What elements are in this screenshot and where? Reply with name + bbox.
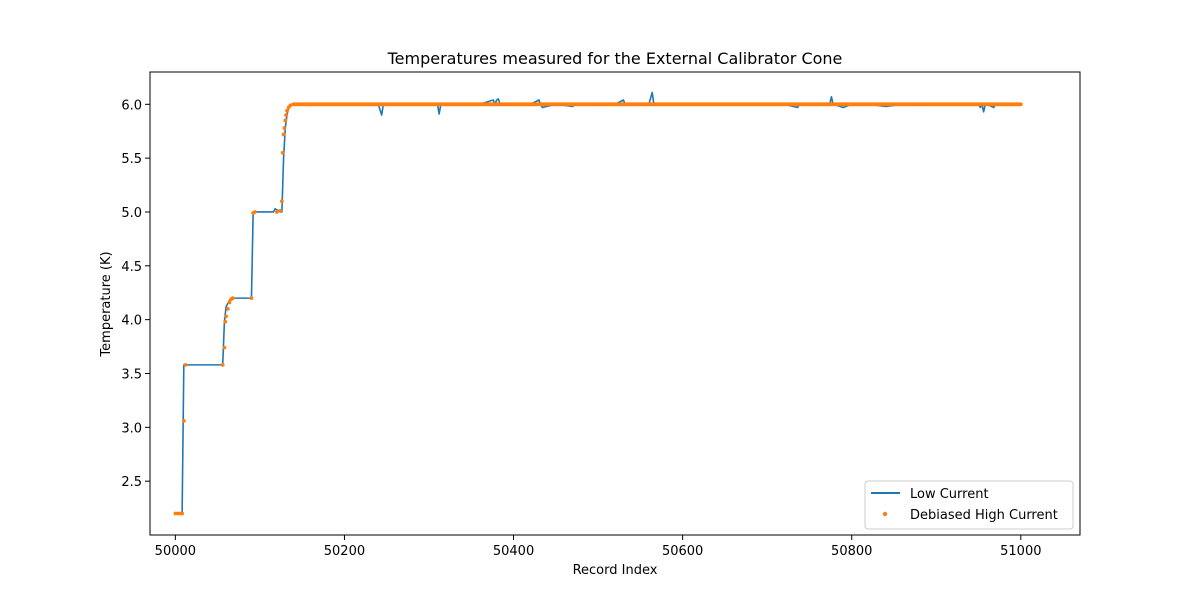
plot-area-frame: [149, 71, 1081, 536]
series-point-high-current: [222, 345, 227, 350]
y-tick-label: 5.0: [121, 206, 142, 221]
x-tick-label: 50000: [155, 544, 196, 559]
y-tick-label: 4.5: [121, 260, 142, 275]
axes-layer: 50000 50200 50400 50600 50800 51000 2.5 3.0 3.5 4…: [121, 98, 1041, 559]
series-point-high-current: [280, 150, 285, 155]
series-point-high-current: [181, 418, 186, 423]
series-point-high-current: [274, 210, 279, 214]
y-tick-label: 4.0: [121, 314, 142, 329]
legend-swatch-high-current: [882, 511, 888, 517]
series-layer: [173, 91, 1023, 516]
series-point-high-current: [180, 511, 185, 516]
series-point-high-current: [288, 103, 293, 108]
series-point-high-current: [230, 296, 235, 301]
y-tick-label: 5.5: [121, 152, 142, 167]
legend-label-low-current: Low Current: [910, 487, 989, 502]
series-point-high-current: [278, 209, 283, 213]
series-line-low-current: [175, 91, 1021, 515]
legend-label-high-current: Debiased High Current: [910, 508, 1058, 523]
series-point-high-current: [285, 108, 289, 113]
series-point-high-current: [227, 300, 232, 305]
y-axis-label: Temperature (K): [99, 251, 114, 357]
chart-title: Temperatures measured for the External C…: [387, 49, 843, 68]
series-point-high-current: [183, 362, 188, 367]
series-point-high-current: [283, 118, 288, 123]
series-point-high-current: [249, 296, 254, 301]
series-point-high-current: [282, 126, 287, 130]
y-tick-label: 2.5: [121, 475, 142, 490]
legend-box: [864, 480, 1074, 530]
x-tick-label: 50800: [831, 544, 872, 559]
series-point-high-current: [279, 199, 284, 204]
x-tick-label: 51000: [1000, 544, 1041, 559]
y-tick-label: 3.5: [121, 367, 142, 382]
x-tick-label: 50200: [324, 544, 365, 559]
series-point-high-current: [281, 132, 286, 137]
series-point-high-current: [223, 319, 228, 324]
legend: Low Current Debiased High Current: [864, 480, 1074, 530]
x-tick-label: 50400: [493, 544, 534, 559]
series-point-high-current: [284, 113, 289, 117]
series-point-high-current: [220, 362, 225, 367]
series-point-high-current: [224, 314, 228, 319]
series-point-high-current: [1018, 102, 1023, 107]
y-tick-label: 3.0: [121, 421, 142, 436]
y-tick-label: 6.0: [121, 98, 142, 113]
x-tick-label: 50600: [662, 544, 703, 559]
x-axis-label: Record Index: [573, 563, 658, 578]
series-point-high-current: [225, 306, 230, 311]
series-point-high-current: [252, 210, 257, 214]
